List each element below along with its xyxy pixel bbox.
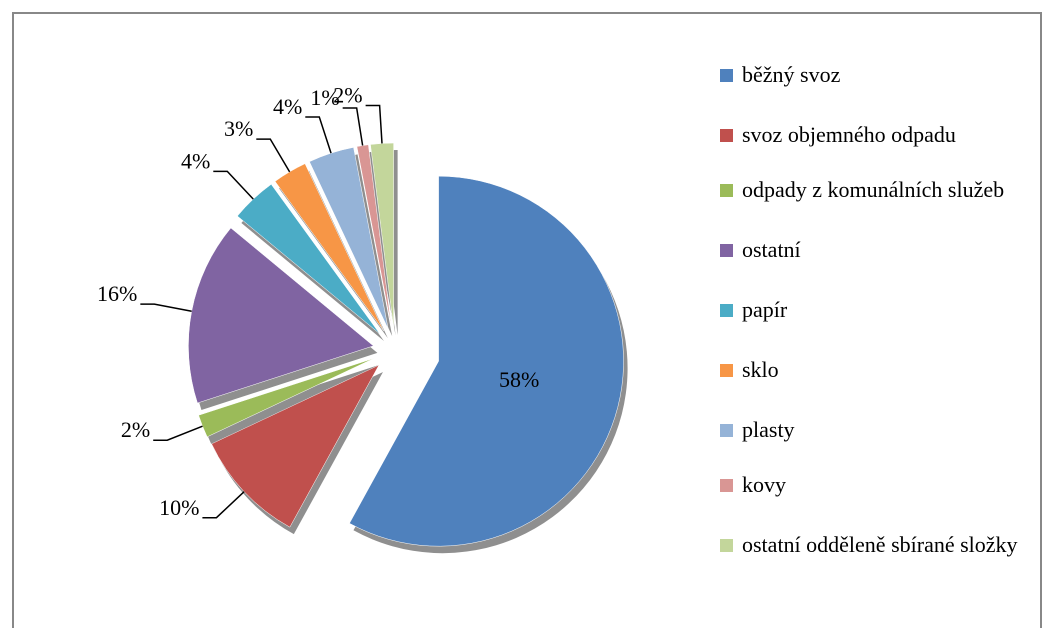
leader-line: [213, 170, 254, 200]
data-label: 3%: [224, 116, 253, 141]
leader-line: [256, 138, 291, 173]
data-label: 4%: [273, 94, 302, 119]
legend-item: papír: [720, 297, 1040, 323]
legend-swatch: [720, 539, 733, 552]
legend-item: kovy: [720, 472, 1040, 498]
leader-line: [140, 303, 192, 312]
slice: [188, 227, 374, 404]
legend-swatch: [720, 244, 733, 257]
legend-label: ostatní odděleně sbírané složky: [742, 532, 1018, 557]
slice: [211, 364, 380, 528]
data-label: 10%: [159, 495, 199, 520]
legend-item: odpady z komunálních služeb: [720, 177, 1040, 203]
leader-line: [305, 116, 332, 154]
legend-swatch: [720, 184, 733, 197]
legend-item: sklo: [720, 357, 1040, 383]
leader-line: [365, 104, 383, 144]
legend-label: kovy: [742, 472, 786, 497]
leader-line: [202, 491, 245, 519]
legend-swatch: [720, 304, 733, 317]
data-label: 2%: [333, 83, 362, 108]
legend-label: odpady z komunálních služeb: [742, 177, 1005, 202]
leader-line: [153, 425, 203, 441]
legend-swatch: [720, 69, 733, 82]
leader-line: [342, 107, 364, 146]
legend-swatch: [720, 479, 733, 492]
legend-label: běžný svoz: [742, 62, 841, 87]
legend-item: ostatní: [720, 237, 1040, 263]
data-label: 4%: [181, 148, 210, 173]
slice: [237, 183, 381, 335]
slice: [356, 144, 392, 329]
legend-item: plasty: [720, 417, 1040, 443]
legend-swatch: [720, 364, 733, 377]
data-label: 1%: [310, 85, 339, 110]
legend-swatch: [720, 424, 733, 437]
slice: [349, 175, 624, 547]
slice-side: [202, 365, 379, 444]
legend-item: svoz objemného odpadu: [720, 122, 1040, 148]
frame: [12, 12, 1042, 628]
legend-item: běžný svoz: [720, 62, 1040, 88]
legend-label: papír: [742, 297, 788, 322]
slice: [274, 163, 385, 332]
data-label: 2%: [121, 417, 150, 442]
legend-label: sklo: [742, 357, 779, 382]
legend-label: svoz objemného odpadu: [742, 122, 956, 147]
legend-swatch: [720, 129, 733, 142]
legend-label: ostatní: [742, 237, 801, 262]
data-label: 16%: [97, 281, 137, 306]
slice: [309, 147, 389, 330]
legend-label: plasty: [742, 417, 795, 442]
data-label: 58%: [499, 367, 539, 392]
legend-item: ostatní odděleně sbírané složky: [720, 532, 1040, 558]
